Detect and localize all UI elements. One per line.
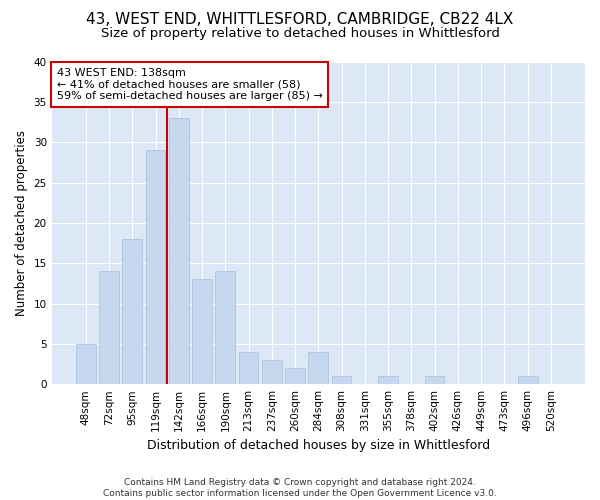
Text: 43 WEST END: 138sqm
← 41% of detached houses are smaller (58)
59% of semi-detach: 43 WEST END: 138sqm ← 41% of detached ho… (57, 68, 323, 101)
Bar (518, 376, 538, 384)
Bar (146, 150, 166, 384)
Bar (99, 271, 119, 384)
Bar (192, 280, 212, 384)
Bar (215, 271, 235, 384)
Bar (332, 376, 352, 384)
Bar (262, 360, 282, 384)
Bar (76, 344, 95, 384)
Text: Contains HM Land Registry data © Crown copyright and database right 2024.
Contai: Contains HM Land Registry data © Crown c… (103, 478, 497, 498)
Bar (378, 376, 398, 384)
Bar (239, 352, 259, 384)
Bar (169, 118, 188, 384)
Bar (122, 239, 142, 384)
Bar (285, 368, 305, 384)
Bar (308, 352, 328, 384)
X-axis label: Distribution of detached houses by size in Whittlesford: Distribution of detached houses by size … (147, 440, 490, 452)
Y-axis label: Number of detached properties: Number of detached properties (15, 130, 28, 316)
Text: Size of property relative to detached houses in Whittlesford: Size of property relative to detached ho… (101, 28, 499, 40)
Text: 43, WEST END, WHITTLESFORD, CAMBRIDGE, CB22 4LX: 43, WEST END, WHITTLESFORD, CAMBRIDGE, C… (86, 12, 514, 28)
Bar (425, 376, 445, 384)
